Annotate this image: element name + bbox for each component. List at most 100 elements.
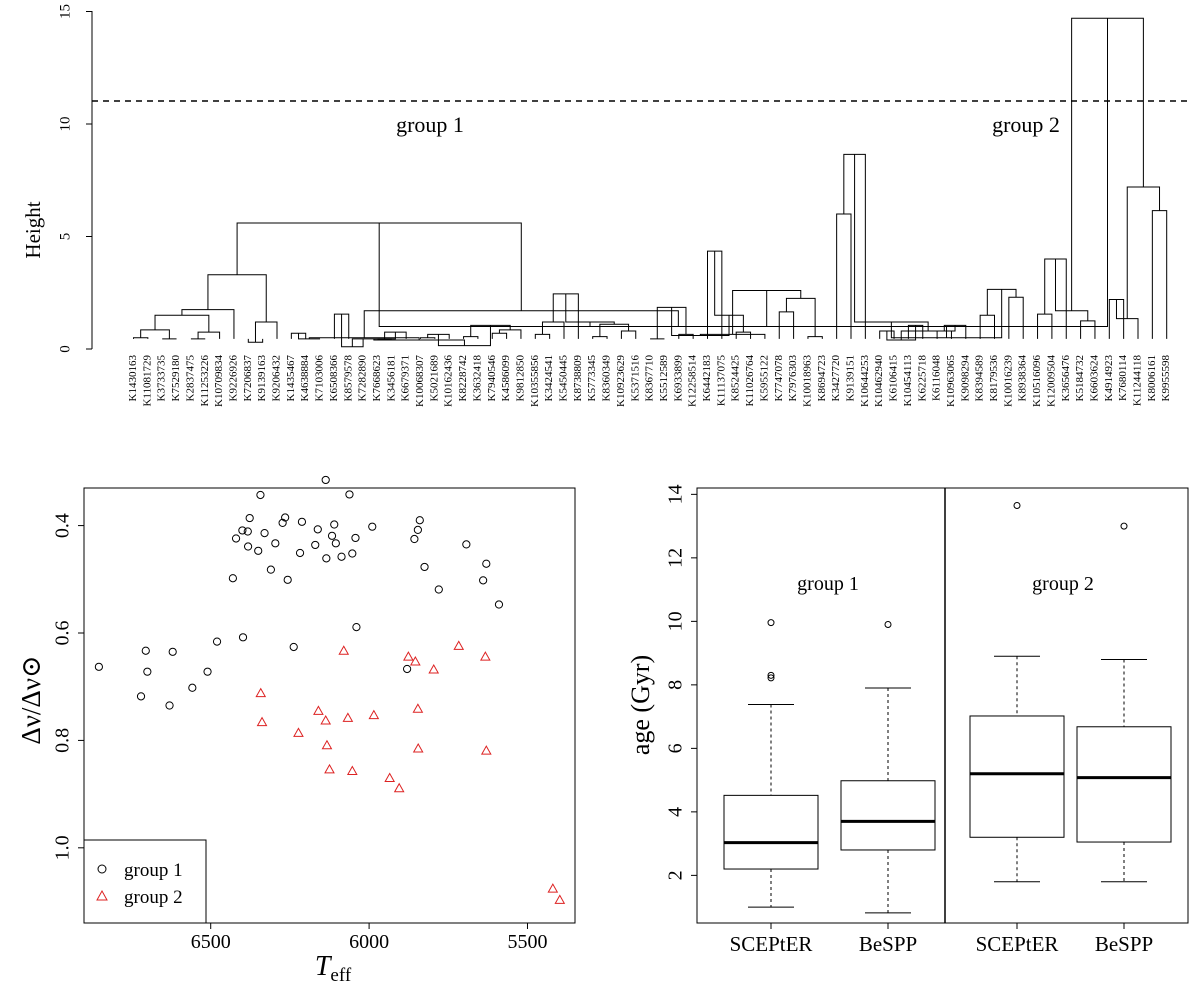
dendrogram-leaf-label: K5021689 [428, 355, 440, 402]
dendrogram-leaf-label: K11253226 [199, 355, 211, 407]
boxplot-x-tick-label: SCEPtER [730, 932, 813, 956]
scatter-point-group1 [231, 534, 241, 543]
scatter-point-group1 [281, 513, 290, 522]
scatter-legend: group 1 group 2 [83, 839, 207, 924]
outlier-point [1120, 522, 1128, 530]
boxplot-box [969, 501, 1065, 883]
scatter-x-tick-label: 5500 [507, 931, 547, 953]
scatter-point-group2 [453, 640, 465, 650]
dendrogram-leaf-label: K5512589 [658, 355, 670, 402]
dendrogram-leaf-label: K9098294 [959, 355, 971, 402]
dendrogram-leaf-label: K9226926 [227, 355, 239, 402]
scatter-point-group1 [168, 647, 177, 656]
scatter-point-group2 [256, 716, 268, 727]
scatter-point-group2 [479, 651, 491, 661]
scatter-point-group1 [228, 574, 237, 583]
dendrogram-branch [133, 337, 149, 339]
dendrogram-branch [807, 336, 823, 339]
dendrogram-leaf-label: K10355856 [529, 355, 541, 407]
scatter-point-group1 [256, 490, 265, 500]
scatter-point-group2 [293, 727, 304, 737]
dendrogram-branch [979, 314, 995, 339]
dendrogram-leaf-label: K7206837 [242, 355, 254, 402]
scatter-point-group1 [141, 646, 150, 655]
boxplot-box [1076, 522, 1172, 883]
outlier-point [1013, 501, 1021, 509]
iqr-box [723, 794, 819, 870]
scatter-point-group1 [283, 575, 292, 584]
dendrogram-branch [565, 293, 615, 325]
boxplot-y-tick-label: 12 [665, 548, 687, 568]
scatter-point-group1 [260, 529, 269, 538]
scatter-point-group1 [278, 518, 287, 528]
dendrogram-leaf-labels: K1430163 K11081729 K3733735 K7529180 K283747… [127, 355, 1172, 407]
dendrogram-leaf-label: K8524425 [730, 355, 742, 402]
scatter-point-group1 [289, 642, 298, 652]
legend-marker-group1 [97, 864, 107, 874]
scatter-point-group1 [266, 565, 275, 574]
dendrogram-branch [378, 223, 1028, 327]
dendrogram-leaf-label: K9206432 [271, 355, 283, 401]
dendrogram-leaf-label: K10923629 [615, 355, 627, 407]
dendrogram-leaf-label: K7747078 [773, 355, 785, 402]
dendrogram-group2-label: group 2 [992, 112, 1060, 137]
dendrogram-leaf-label: K8938364 [1017, 355, 1029, 402]
dendrogram-branch [1008, 296, 1024, 339]
dendrogram-leaf-label: K6106415 [888, 355, 900, 402]
boxplot-y-ticks: 2 4 6 8 10 12 14 [665, 484, 697, 880]
scatter-point-group1 [415, 516, 424, 525]
scatter-x-label: Teff [315, 951, 352, 982]
legend-label-group1: group 1 [124, 860, 183, 881]
dendrogram-leaf-label: K8394589 [974, 355, 986, 402]
scatter-points [94, 475, 566, 904]
dendrogram-branch [181, 309, 235, 339]
dendrogram-branch [207, 274, 267, 322]
scatter-point-group1 [321, 475, 330, 485]
iqr-box [1076, 726, 1172, 843]
dendrogram-y-tick-label: 10 [57, 117, 73, 132]
dendrogram-y-tick-label: 5 [57, 233, 73, 241]
dendrogram-group1-label: group 1 [396, 112, 464, 137]
boxplot-x-tick-label: BeSPP [1095, 932, 1153, 956]
scatter-point-group1 [348, 549, 357, 558]
scatter-point-group1 [143, 667, 152, 676]
dendrogram-branch [298, 333, 321, 340]
dendrogram-leaf-label: K9812850 [514, 355, 526, 402]
boxplot-y-tick-label: 10 [665, 611, 687, 631]
scatter-point-group1 [479, 576, 488, 585]
dendrogram-leaf-label: K8367710 [644, 355, 656, 402]
dendrogram-leaf-label: K3424541 [543, 355, 555, 401]
scatter-point-group1 [311, 540, 320, 550]
dendrogram-leaf-label: K9955598 [1160, 355, 1172, 402]
boxplot-group2-label: group 2 [1032, 573, 1094, 595]
dendrogram-leaf-label: K2837475 [184, 355, 196, 402]
dendrogram-leaf-label: K6225718 [916, 355, 928, 402]
scatter-point-group1 [434, 585, 443, 594]
dendrogram-leaf-label: K10709834 [213, 355, 225, 407]
scatter-point-group1 [203, 667, 212, 676]
scatter-point-group2 [428, 663, 440, 674]
scatter-point-group1 [254, 546, 263, 555]
dendrogram-leaf-label: K8694723 [816, 355, 828, 402]
scatter-point-group2 [554, 894, 566, 904]
scatter-point-group1 [313, 525, 322, 534]
dendrogram-branch [491, 332, 508, 339]
outlier-point [767, 671, 775, 679]
dendrogram-branch [534, 333, 551, 339]
dendrogram-leaf-label: K6933899 [672, 355, 684, 402]
scatter-point-group2 [403, 651, 414, 661]
dendrogram-leaf-label: K7529180 [170, 355, 182, 402]
scatter-y-label: Δν/Δν⊙ [16, 655, 46, 744]
scatter-point-group1 [212, 637, 222, 646]
boxplot-x-tick-label: BeSPP [859, 932, 917, 956]
scatter-point-group1 [94, 662, 103, 671]
legend-box [83, 839, 207, 924]
dendrogram-branch [420, 337, 436, 339]
outlier-point [767, 619, 775, 627]
scatter-point-group1 [136, 692, 146, 701]
boxplot-y-tick-label: 8 [665, 680, 687, 690]
dendrogram-leaf-label: K5955122 [758, 355, 770, 401]
scatter-point-group1 [331, 539, 340, 548]
scatter-point-group1 [238, 526, 247, 535]
scatter-x-ticks: 6500 6000 5500 [191, 923, 547, 953]
